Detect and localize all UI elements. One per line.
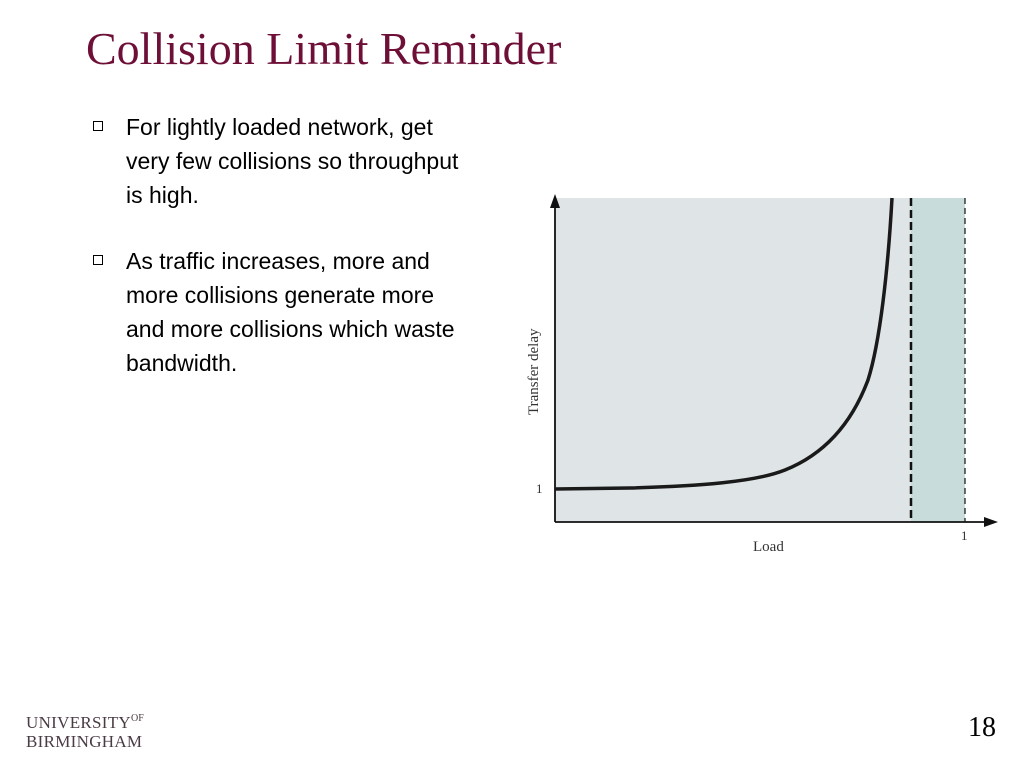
figure-svg: 1 1 Load Transfer delay — [526, 194, 998, 555]
y-axis-label: Transfer delay — [526, 328, 542, 415]
bullet-text: For lightly loaded network, get very few… — [126, 114, 459, 208]
transfer-delay-figure: 1 1 Load Transfer delay — [510, 190, 1010, 560]
y-axis-arrow-icon — [550, 194, 560, 208]
square-bullet-icon — [93, 121, 103, 131]
x-tick-label: 1 — [961, 528, 968, 543]
plot-background — [555, 198, 965, 522]
saturation-region — [911, 198, 965, 522]
bullet-list: For lightly loaded network, get very few… — [90, 110, 462, 412]
slide-title: Collision Limit Reminder — [86, 23, 562, 74]
x-axis-label: Load — [753, 539, 784, 555]
university-logo: UNIVERSITYOF BIRMINGHAM — [26, 709, 144, 751]
square-bullet-icon — [93, 255, 103, 265]
page-number: 18 — [968, 712, 996, 743]
bullet-item: As traffic increases, more and more coll… — [90, 244, 462, 380]
logo-line-1: UNIVERSITY — [26, 713, 131, 732]
delay-curve — [554, 197, 894, 491]
y-tick-label: 1 — [536, 481, 543, 496]
x-axis-arrow-icon — [984, 517, 998, 527]
bullet-text: As traffic increases, more and more coll… — [126, 248, 455, 376]
bullet-item: For lightly loaded network, get very few… — [90, 110, 462, 212]
logo-of: OF — [131, 713, 144, 724]
logo-line-2: BIRMINGHAM — [26, 732, 143, 751]
